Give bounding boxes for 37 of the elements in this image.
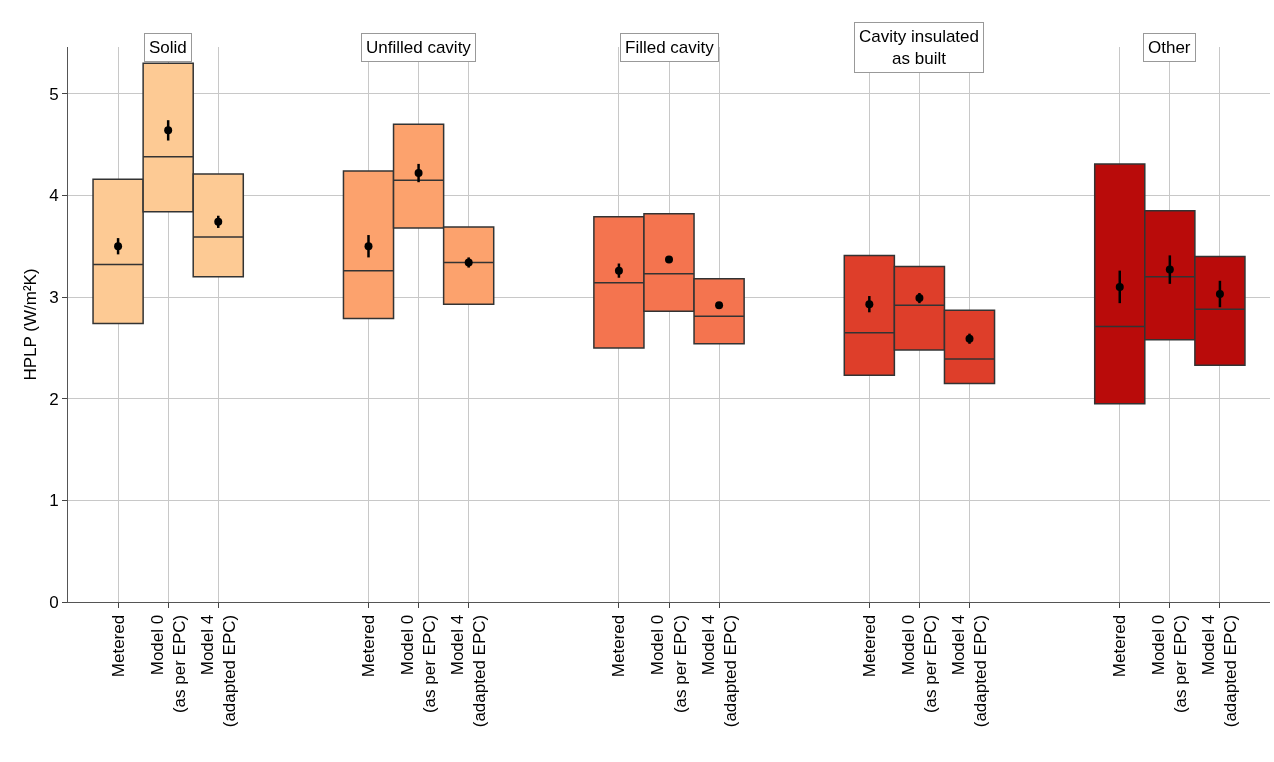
x-tick-label: Metered bbox=[859, 614, 879, 678]
annotation: Solid bbox=[149, 38, 187, 57]
x-tick-label: Model 0 (as per EPC) bbox=[1149, 614, 1191, 714]
point bbox=[1115, 282, 1124, 291]
y-tick-label: 0 bbox=[49, 592, 59, 612]
annotation: Cavity insulated as built bbox=[859, 27, 980, 69]
y-tick-label: 1 bbox=[49, 491, 59, 511]
point bbox=[364, 242, 373, 251]
x-tick-label: Model 0 (as per EPC) bbox=[648, 614, 690, 714]
x-tick-label: Model 4 (adapted EPC) bbox=[698, 614, 740, 728]
point bbox=[214, 217, 223, 226]
y-tick-label: 5 bbox=[49, 84, 59, 104]
annotation: Unfilled cavity bbox=[366, 38, 472, 57]
x-tick-label: Model 4 (adapted EPC) bbox=[948, 614, 991, 728]
y-tick-label: 4 bbox=[49, 186, 59, 206]
point bbox=[164, 126, 173, 135]
y-axis-title: HPLP (W/m²K) bbox=[20, 268, 40, 381]
point bbox=[614, 266, 623, 275]
point bbox=[114, 242, 123, 251]
x-tick-label: Model 4 (adapted EPC) bbox=[1199, 614, 1241, 728]
point bbox=[1215, 290, 1224, 299]
x-tick-label: Model 0 (as per EPC) bbox=[147, 614, 189, 714]
y-tick-label: 2 bbox=[49, 389, 59, 409]
x-tick-label: Model 0 (as per EPC) bbox=[398, 614, 440, 714]
point bbox=[1165, 265, 1174, 274]
x-tick-label: Metered bbox=[1110, 614, 1130, 678]
x-tick-label: Model 0 (as per EPC) bbox=[898, 614, 940, 714]
x-tick-label: Model 4 (adapted EPC) bbox=[448, 614, 490, 728]
y-tick-label: 3 bbox=[49, 288, 59, 307]
x-tick-label: Metered bbox=[359, 614, 379, 678]
x-tick-label: Metered bbox=[609, 614, 629, 678]
annotation: Filled cavity bbox=[625, 38, 715, 57]
x-tick-label: Model 4 (adapted EPC) bbox=[197, 614, 239, 728]
annotation: Other bbox=[1148, 38, 1191, 57]
point bbox=[414, 169, 423, 178]
point bbox=[865, 300, 874, 309]
x-tick-label: Metered bbox=[108, 614, 128, 678]
